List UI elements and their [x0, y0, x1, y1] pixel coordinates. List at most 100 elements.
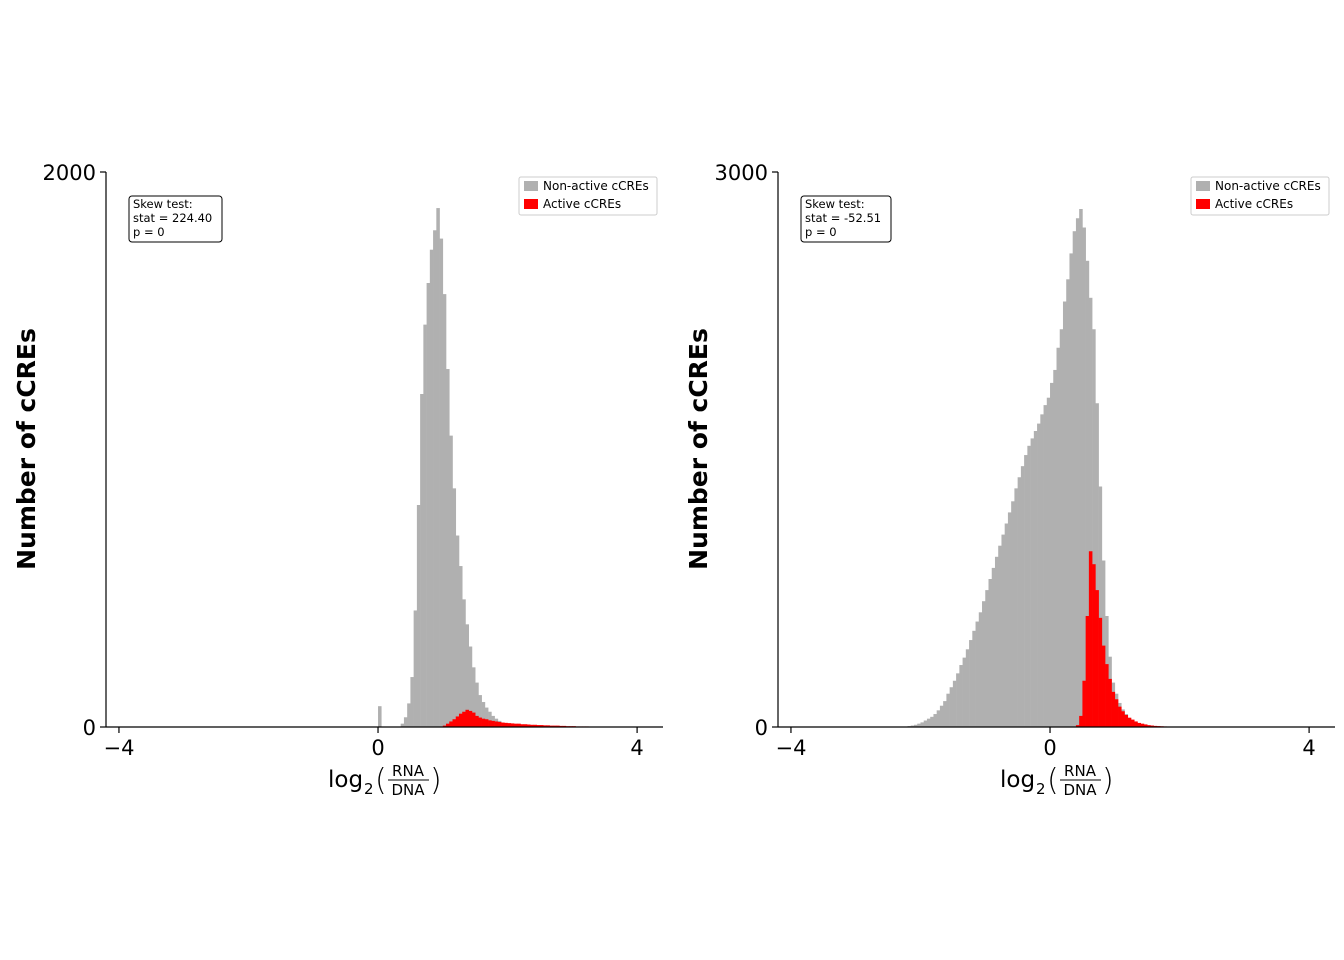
bar-nonactive: [481, 702, 486, 727]
bar-active: [471, 712, 476, 727]
bar-active: [1147, 725, 1151, 727]
bar-nonactive: [1092, 329, 1096, 727]
bar-nonactive: [462, 599, 466, 727]
bar-active: [1114, 699, 1119, 727]
y-tick-label: 0: [83, 716, 96, 740]
stats-stat: stat = -52.51: [805, 211, 881, 225]
bar-nonactive: [1017, 477, 1022, 727]
bar-nonactive: [914, 724, 918, 727]
bar-nonactive: [410, 677, 414, 727]
x-tick-label: 4: [630, 736, 643, 760]
legend-swatch-active: [524, 199, 538, 209]
bar-active: [1105, 664, 1109, 727]
legend-label-active: Active cCREs: [1215, 197, 1293, 211]
bars-left: [378, 208, 606, 727]
bar-active: [1137, 722, 1141, 727]
bar-nonactive: [910, 725, 915, 727]
bar-active: [514, 723, 518, 727]
bar-nonactive: [1007, 512, 1012, 727]
x-axis-label: log 2 ( RNA DNA ): [328, 762, 442, 799]
bar-nonactive: [1066, 279, 1070, 727]
bar-nonactive: [436, 208, 440, 727]
bar-active: [1108, 678, 1112, 727]
bar-active: [543, 725, 547, 727]
bar-nonactive: [1011, 501, 1015, 727]
bar-nonactive: [433, 230, 437, 727]
bar-nonactive: [1079, 209, 1083, 727]
bar-active: [475, 715, 479, 727]
bar-nonactive: [1069, 253, 1073, 727]
bar-active: [501, 722, 505, 727]
bar-nonactive: [403, 717, 408, 727]
x-label-lparen: (: [375, 763, 387, 798]
bar-active: [1095, 590, 1099, 727]
bar-nonactive: [452, 488, 457, 727]
bar-nonactive: [1088, 297, 1093, 727]
x-tick-label: 0: [371, 736, 384, 760]
y-tick-label: 0: [755, 716, 768, 740]
bar-active: [494, 721, 499, 727]
chart-left: −4 0 4 0 2000 Number of cCREs log 2 ( RNA D…: [12, 161, 663, 799]
x-label-base: log: [328, 767, 363, 793]
bar-nonactive: [930, 716, 934, 727]
legend-swatch-active: [1196, 199, 1210, 209]
bar-nonactive: [475, 682, 479, 727]
bar-nonactive: [998, 545, 1002, 727]
bar-nonactive: [956, 673, 960, 727]
bar-active: [539, 725, 544, 727]
bar-nonactive: [936, 710, 941, 727]
bar-nonactive: [455, 535, 460, 727]
x-label-denominator: DNA: [391, 781, 425, 799]
x-tick-label: 4: [1302, 736, 1315, 760]
stats-title: Skew test:: [805, 197, 865, 211]
bar-active: [468, 710, 473, 727]
bar-active: [1127, 717, 1132, 727]
legend-label-active: Active cCREs: [543, 197, 621, 211]
bar-active: [1082, 680, 1086, 727]
bar-nonactive: [1014, 488, 1018, 727]
bar-active: [449, 721, 453, 727]
bar-active: [497, 722, 502, 727]
bar-nonactive: [1085, 260, 1090, 727]
bar-nonactive: [1030, 438, 1035, 727]
bar-nonactive: [468, 646, 473, 727]
bar-active: [1143, 724, 1148, 727]
bar-active: [556, 725, 560, 727]
bar-nonactive: [1056, 347, 1061, 727]
bar-nonactive: [1040, 414, 1044, 727]
bar-nonactive: [442, 294, 447, 727]
bar-nonactive: [969, 640, 973, 727]
bar-nonactive: [484, 707, 489, 727]
bar-nonactive: [446, 369, 450, 727]
bar-nonactive: [420, 394, 424, 727]
bar-active: [1085, 616, 1090, 727]
bar-nonactive: [429, 249, 434, 727]
bar-nonactive: [1098, 486, 1103, 727]
bar-nonactive: [1037, 423, 1041, 727]
bar-active: [446, 723, 450, 727]
bar-nonactive: [439, 238, 444, 727]
bar-active: [520, 724, 525, 727]
bar-nonactive: [1062, 301, 1067, 727]
x-tick-label: −4: [103, 736, 134, 760]
bar-active: [523, 724, 528, 727]
bar-active: [1101, 645, 1106, 727]
bar-nonactive: [458, 566, 463, 727]
bar-nonactive: [959, 665, 963, 727]
bar-active: [1088, 551, 1093, 727]
x-label-lparen: (: [1047, 763, 1059, 798]
x-label-rparen: ): [430, 763, 442, 798]
bar-active: [552, 725, 557, 727]
bar-active: [510, 723, 515, 727]
bar-nonactive: [400, 723, 405, 727]
bar-nonactive: [471, 667, 476, 727]
bar-active: [465, 709, 469, 727]
y-ticks: 0 3000: [715, 161, 778, 740]
bar-nonactive: [1024, 455, 1028, 727]
bar-nonactive: [449, 435, 453, 727]
bar-nonactive: [994, 556, 999, 727]
bar-active: [1098, 617, 1103, 727]
bar-nonactive: [975, 621, 980, 727]
bar-active: [1140, 723, 1145, 727]
stats-box: Skew test: stat = -52.51 p = 0: [800, 195, 892, 243]
